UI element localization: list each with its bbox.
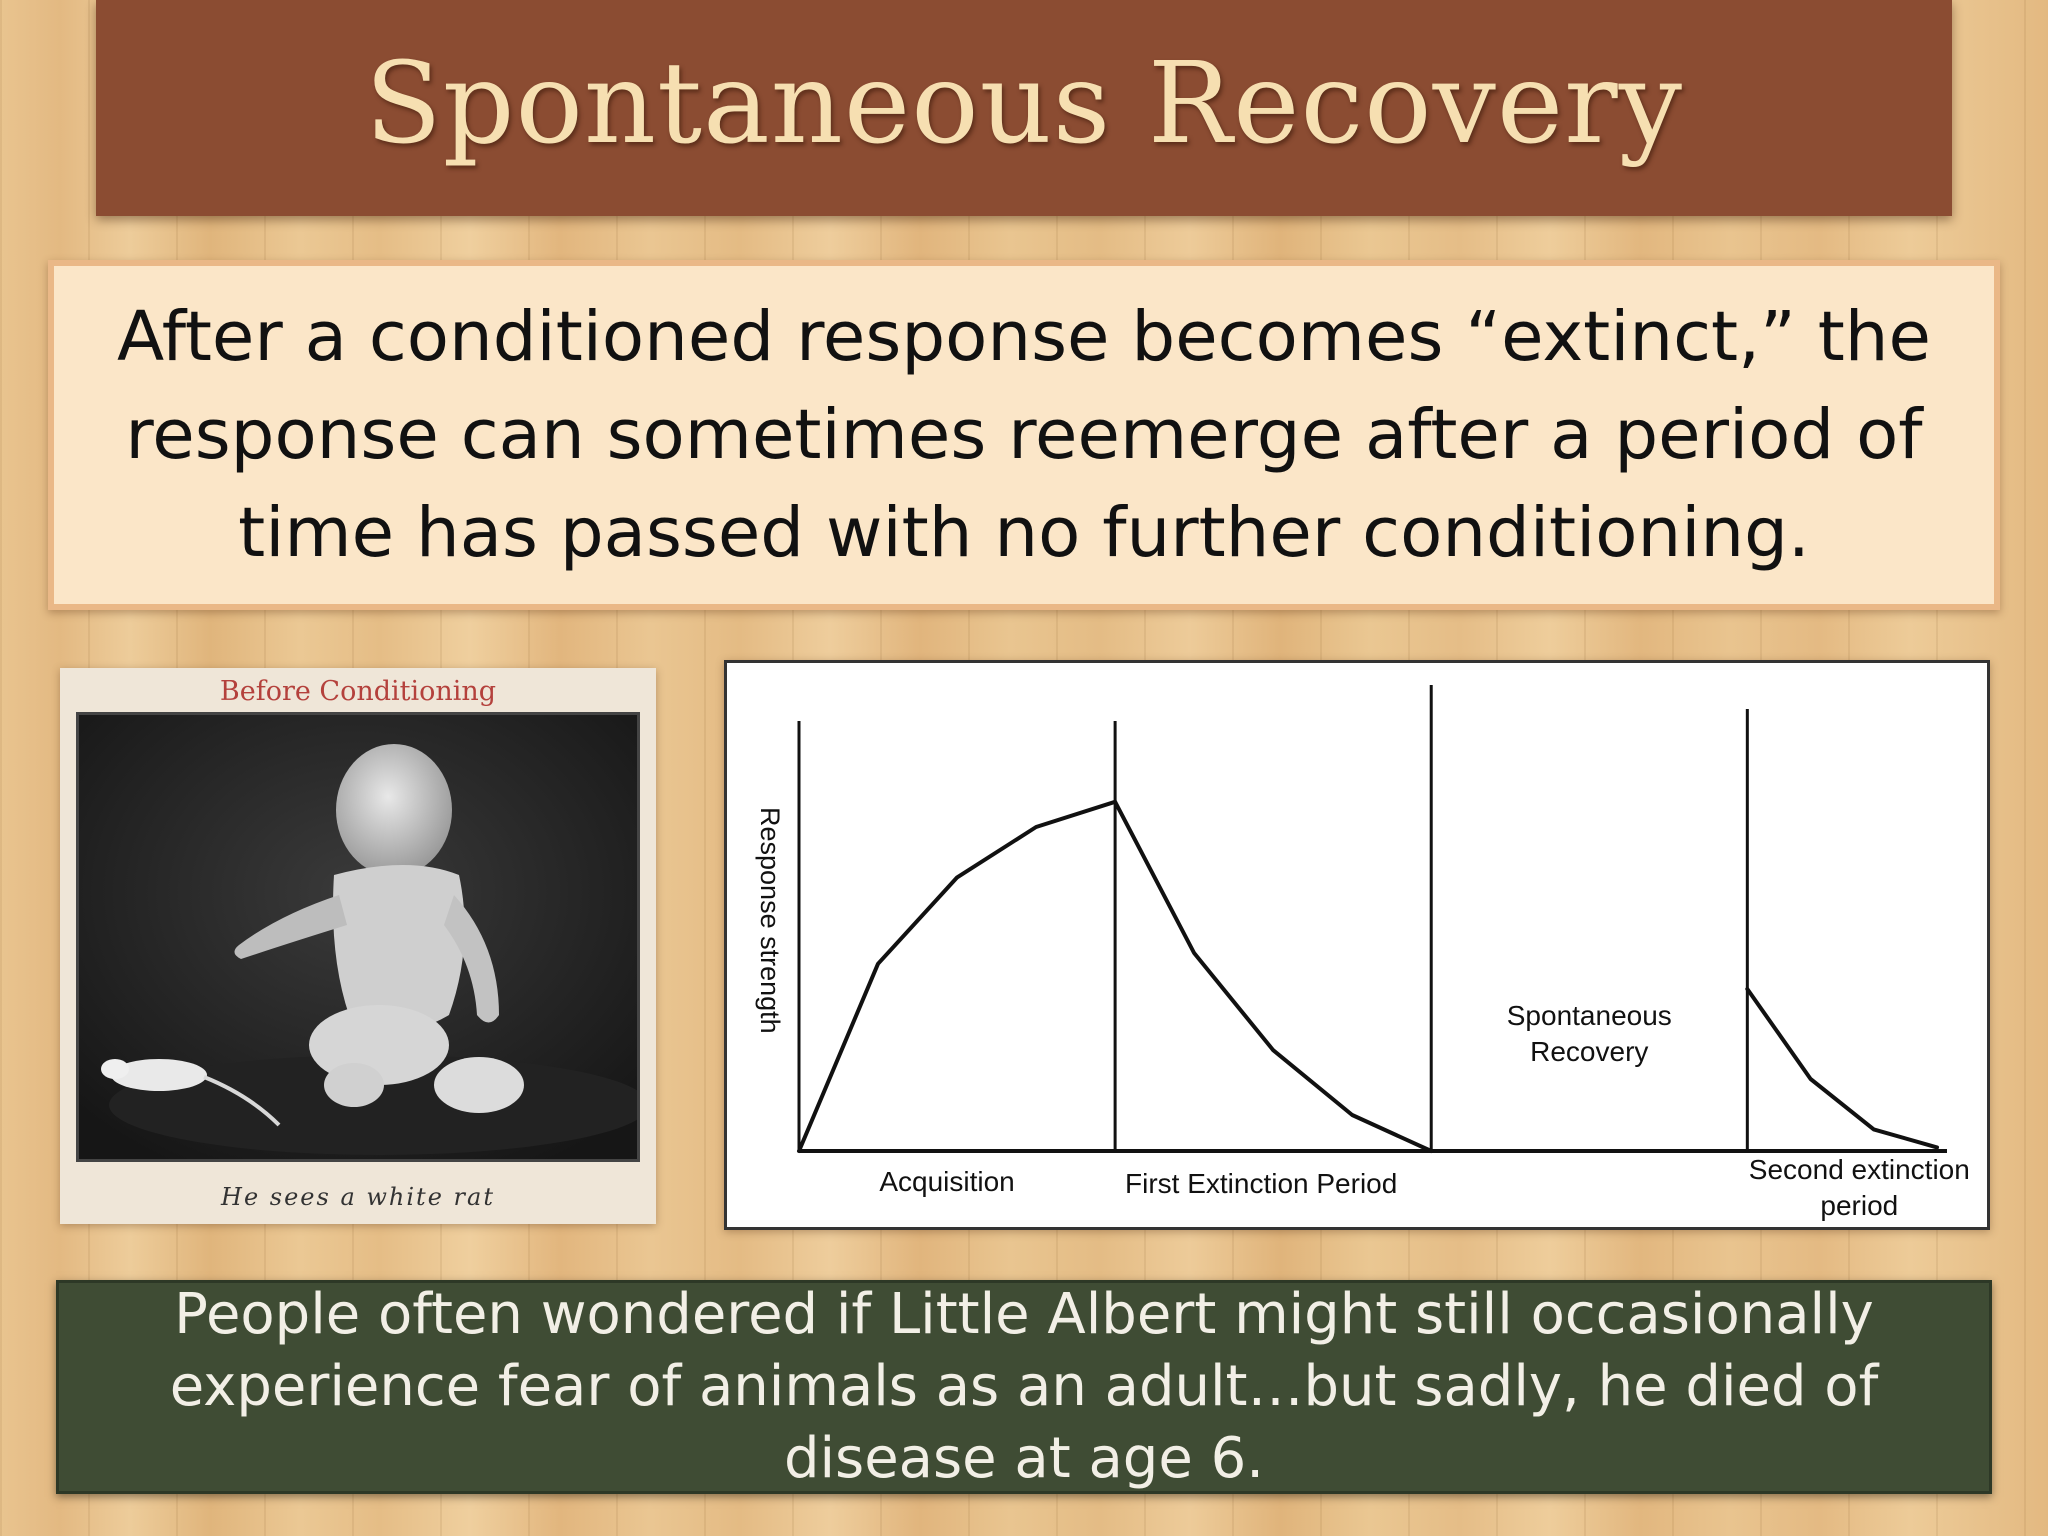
phase-label-acquisition: Acquisition: [879, 1166, 1014, 1197]
photo-caption-bottom: He sees a white rat: [221, 1183, 495, 1211]
series-line-2: [1113, 799, 1434, 1153]
title-bar: Spontaneous Recovery: [96, 0, 1952, 216]
baby-body: [333, 865, 465, 1030]
little-albert-note: People often wondered if Little Albert m…: [169, 1282, 1879, 1491]
series-line-3: [1745, 987, 1939, 1150]
slide-title: Spontaneous Recovery: [365, 39, 1683, 169]
little-albert-photo: [76, 712, 640, 1162]
baby-head: [336, 744, 452, 876]
little-albert-photo-card: Before Conditioning: [60, 668, 656, 1224]
white-rat: [111, 1059, 207, 1091]
series-line-1: [797, 799, 1118, 1153]
little-albert-note-box: People often wondered if Little Albert m…: [56, 1280, 1992, 1494]
spontaneous-recovery-chart: Response strength Acquisition First Extinc…: [724, 660, 1990, 1230]
baby-and-rat-illustration: [79, 715, 637, 1159]
annotation-spontaneous: Spontaneous: [1507, 1000, 1672, 1031]
phase-label-first-extinction: First Extinction Period: [1125, 1168, 1397, 1199]
annotation-recovery: Recovery: [1530, 1036, 1648, 1067]
chart-svg: Response strength Acquisition First Extinc…: [755, 685, 1970, 1221]
photo-caption-top: Before Conditioning: [219, 676, 497, 707]
definition-text: After a conditioned response becomes “ex…: [117, 297, 1931, 573]
phase-label-second-extinction-line2: period: [1820, 1190, 1898, 1221]
phase-label-second-extinction-line1: Second extinction: [1749, 1154, 1970, 1185]
y-axis-label: Response strength: [755, 807, 785, 1034]
baby-arm: [234, 895, 347, 959]
definition-box: After a conditioned response becomes “ex…: [48, 260, 2000, 610]
